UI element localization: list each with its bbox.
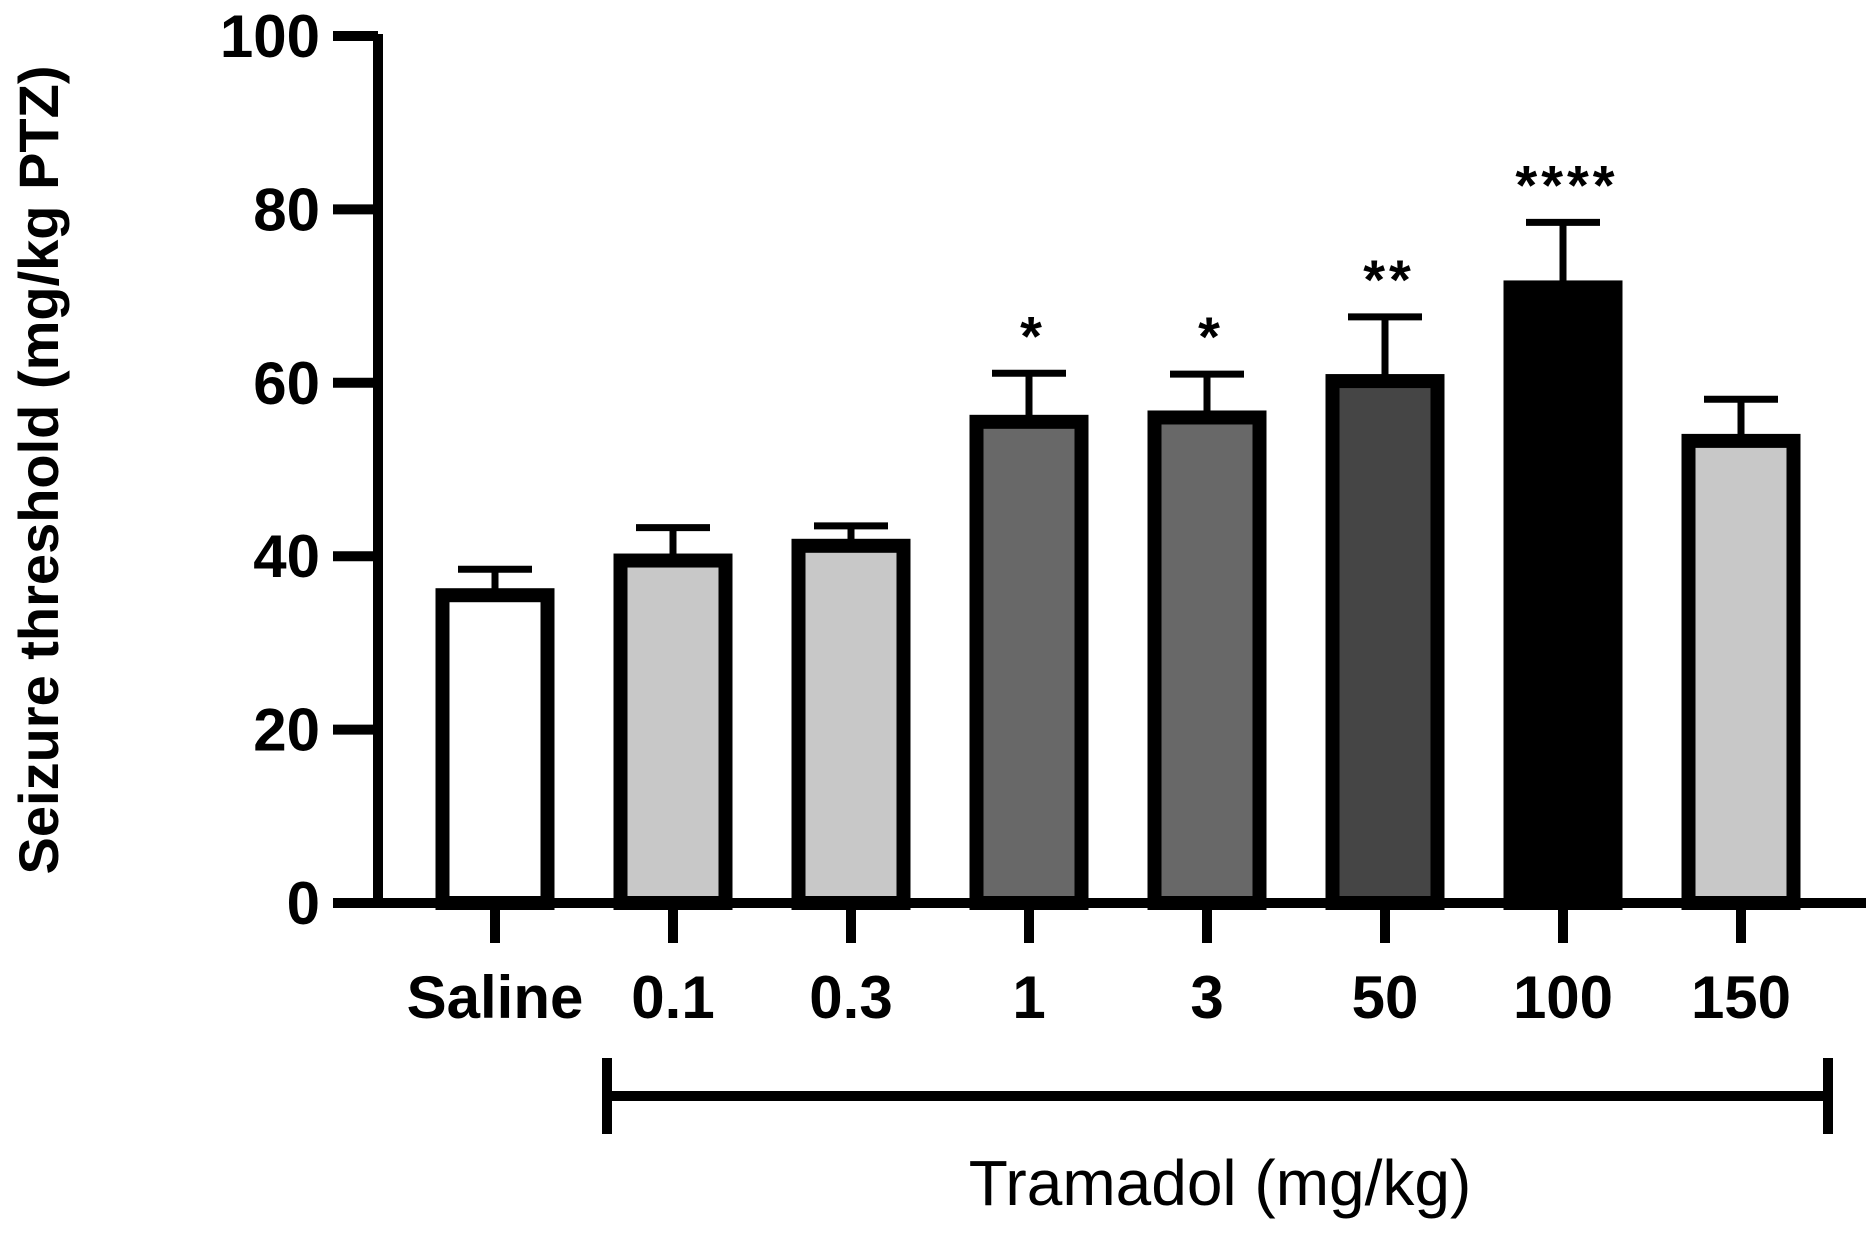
significance-markers: * ******* <box>1020 153 1618 368</box>
bar <box>791 538 911 911</box>
tramadol-bracket <box>602 1058 1833 1134</box>
x-tick-label: 1 <box>1012 964 1045 1031</box>
significance-label: * <box>1020 304 1046 367</box>
significance-label: * <box>1198 305 1224 368</box>
bars <box>435 280 1801 911</box>
x-axis-label: Tramadol (mg/kg) <box>969 1147 1472 1219</box>
x-tick-label: 150 <box>1691 964 1791 1031</box>
bar <box>435 588 555 911</box>
bar <box>613 553 733 910</box>
bar <box>1503 280 1623 910</box>
x-tick-label: 100 <box>1513 964 1613 1031</box>
significance-label: ** <box>1363 248 1415 311</box>
y-tick-label: 20 <box>253 697 320 764</box>
x-axis: Saline 0.1 0.3 1 3 50 100 150 <box>373 898 1866 1031</box>
error-bars <box>458 218 1778 596</box>
x-tick-label: 0.1 <box>631 964 714 1031</box>
y-axis: 0 20 40 60 80 100 <box>220 3 383 937</box>
y-tick-label: 100 <box>220 3 320 70</box>
x-tick-label: Saline <box>407 964 584 1031</box>
bar <box>969 414 1089 910</box>
bar <box>1325 374 1445 911</box>
y-tick-label: 0 <box>287 870 320 937</box>
y-tick-label: 80 <box>253 176 320 243</box>
y-tick-label: 60 <box>253 350 320 417</box>
x-tick-label: 3 <box>1190 964 1223 1031</box>
x-tick-label: 0.3 <box>809 964 892 1031</box>
significance-label: **** <box>1515 153 1618 216</box>
bar <box>1681 433 1801 910</box>
x-tick-label: 50 <box>1352 964 1419 1031</box>
bar <box>1147 410 1267 910</box>
y-axis-label: Seizure threshold (mg/kg PTZ) <box>7 66 70 875</box>
y-tick-label: 40 <box>253 523 320 590</box>
